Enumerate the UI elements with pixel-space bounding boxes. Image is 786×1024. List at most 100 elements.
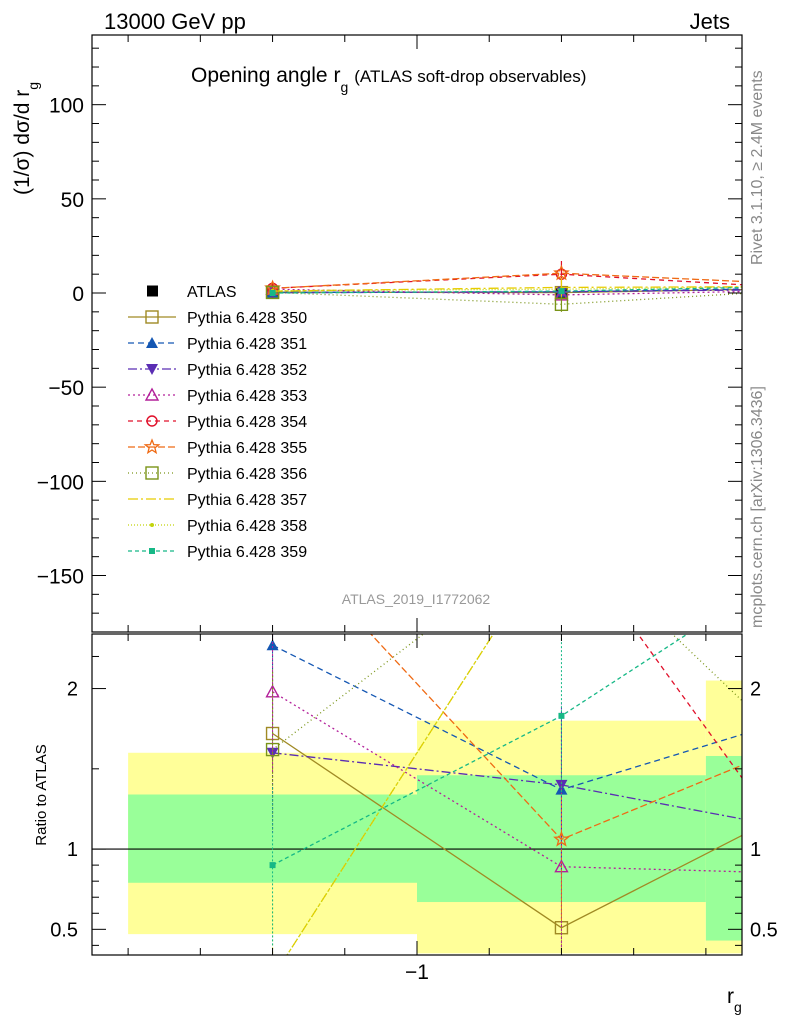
ratio-uncertainty-bands	[92, 680, 742, 954]
header-right-label: Jets	[690, 9, 730, 34]
ratio-series-line	[272, 691, 742, 873]
main-series-line	[272, 286, 742, 294]
legend-label: Pythia 6.428 351	[187, 336, 307, 353]
ratio-data-point	[558, 712, 565, 719]
legend-label: Pythia 6.428 352	[187, 362, 307, 379]
legend-marker	[145, 466, 159, 480]
legend-label: Pythia 6.428 356	[187, 466, 307, 483]
legend-marker	[146, 364, 158, 375]
legend-entry-2: Pythia 6.428 351	[128, 336, 307, 353]
mcplots-label: mcplots.cern.ch [arXiv:1306.3436]	[749, 386, 766, 628]
ratio-data-point	[266, 639, 279, 651]
x-axis-label: rg	[727, 985, 742, 1015]
ratio-y-tick-labels: 2 2 1 1 0.5 0.5	[50, 679, 778, 942]
legend-entry-5: Pythia 6.428 354	[128, 414, 307, 431]
legend-label: Pythia 6.428 355	[187, 440, 307, 457]
legend-entry-7: Pythia 6.428 356	[128, 466, 307, 483]
ratio-panel: 2 2 1 1 0.5 0.5 −1−0.5 Ratio to ATLAS rg	[33, 633, 778, 1015]
legend-marker	[147, 285, 158, 297]
main-series-line	[272, 286, 742, 292]
main-series-line	[272, 291, 742, 305]
main-data-point	[265, 285, 280, 300]
rivet-version-label: Rivet 3.1.10, ≥ 2.4M events	[749, 70, 766, 265]
ratio-data-point	[265, 742, 280, 757]
legend-entry-0: ATLAS	[147, 284, 237, 301]
legend: ATLAS Pythia 6.428 350 Pythia 6.428 351 Pyt…	[128, 284, 307, 561]
main-series-line	[272, 272, 742, 289]
main-data-point	[554, 297, 569, 312]
main-y-tick-label: −150	[37, 566, 84, 589]
ratio-series-line	[272, 752, 742, 820]
legend-marker	[146, 337, 158, 348]
ratio-data-point	[555, 779, 568, 791]
ratio-band-inner	[705, 755, 742, 941]
main-series-10	[269, 286, 742, 297]
ratio-data-point	[553, 830, 570, 847]
legend-label: Pythia 6.428 354	[187, 414, 307, 431]
legend-label: Pythia 6.428 359	[187, 544, 307, 561]
legend-entry-8: Pythia 6.428 357	[128, 492, 307, 509]
main-series-line	[272, 289, 742, 294]
ratio-y-tick-label-right: 0.5	[750, 919, 778, 941]
main-y-axis-label: (1/σ) dσ/d rg	[11, 82, 41, 195]
legend-marker	[146, 415, 158, 427]
legend-entry-1: Pythia 6.428 350	[128, 310, 307, 327]
main-series-5	[266, 260, 742, 295]
main-frame	[91, 34, 743, 633]
ratio-y-tick-label-right: 2	[750, 679, 761, 701]
legend-entry-10: Pythia 6.428 359	[128, 544, 307, 561]
main-y-tick-labels: 100 50 0 −50 −100 −150	[37, 95, 84, 589]
legend-entry-4: Pythia 6.428 353	[128, 387, 307, 405]
main-title: Opening angle rg(ATLAS soft-drop observa…	[191, 64, 586, 95]
ratio-y-tick-label: 1	[67, 839, 78, 861]
main-y-tick-label: 50	[61, 189, 84, 212]
ratio-series-9	[269, 634, 689, 946]
main-y-tick-label: 100	[49, 95, 84, 118]
ratio-y-axis-label: Ratio to ATLAS	[33, 744, 50, 845]
x-tick-labels: −1−0.5	[405, 961, 429, 984]
main-data-point	[269, 290, 276, 297]
legend-marker	[143, 438, 161, 455]
main-panel: 100 50 0 −50 −100 −150 Opening angle rg(ATLAS…	[11, 34, 743, 633]
legend-marker	[149, 548, 155, 554]
legend-marker	[144, 387, 160, 401]
main-y-tick-label: 0	[72, 283, 84, 306]
main-series-line	[272, 286, 742, 292]
ratio-data-point	[269, 862, 276, 869]
ratio-series-6	[265, 634, 742, 830]
main-data-layer	[264, 260, 742, 312]
legend-entry-9: Pythia 6.428 358	[128, 518, 307, 535]
legend-label: Pythia 6.428 357	[187, 492, 307, 509]
main-series-line	[272, 273, 742, 289]
ratio-series-line	[272, 732, 742, 929]
main-y-tick-label: −50	[48, 377, 84, 400]
legend-entry-3: Pythia 6.428 352	[128, 362, 307, 379]
ratio-y-tick-label-right: 1	[750, 839, 761, 861]
main-ticks	[92, 35, 742, 632]
legend-marker	[145, 310, 159, 324]
legend-label: Pythia 6.428 350	[187, 310, 307, 327]
main-y-tick-label: −100	[37, 471, 84, 494]
ratio-y-tick-label: 2	[67, 679, 78, 701]
ratio-y-tick-label: 0.5	[50, 919, 78, 941]
main-series-7	[265, 285, 742, 312]
main-series-8	[271, 277, 742, 297]
ratio-ticks	[92, 634, 742, 955]
analysis-watermark: ATLAS_2019_I1772062	[342, 591, 491, 607]
legend-label: ATLAS	[187, 284, 237, 301]
main-data-point	[558, 288, 565, 295]
legend-entry-6: Pythia 6.428 355	[128, 438, 307, 457]
ratio-data-layer	[265, 634, 742, 955]
main-data-point	[553, 264, 570, 281]
header-left-label: 13000 GeV pp	[104, 9, 246, 34]
ratio-series-5	[369, 634, 742, 920]
legend-marker	[150, 523, 154, 527]
legend-label: Pythia 6.428 353	[187, 388, 307, 405]
main-series-line	[272, 288, 742, 296]
ratio-data-point	[554, 859, 569, 873]
legend-label: Pythia 6.428 358	[187, 518, 307, 535]
ratio-series-line	[369, 634, 742, 841]
x-tick-label: −1	[405, 961, 429, 984]
main-series-2	[266, 285, 742, 298]
